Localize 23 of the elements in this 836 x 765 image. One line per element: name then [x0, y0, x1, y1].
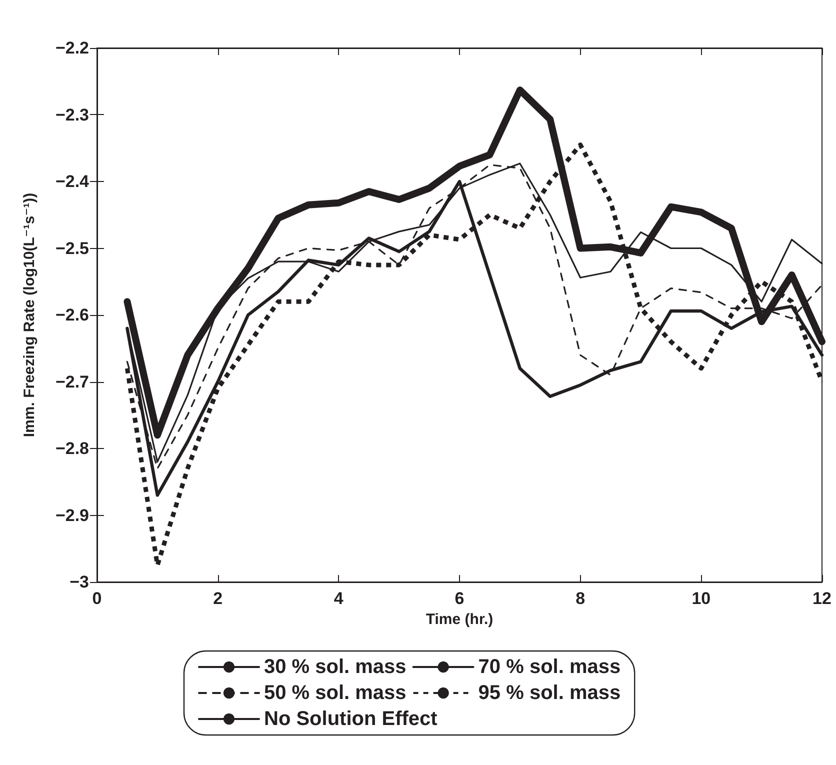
x-tick-label: 6	[454, 589, 464, 608]
y-tick-label: −2.8	[55, 439, 89, 458]
y-tick-label: −2.6	[55, 306, 89, 324]
y-tick-label: −2.5	[55, 238, 89, 258]
legend-label: 30 % sol. mass	[264, 656, 406, 678]
y-tick-label: −2.4	[55, 172, 90, 191]
y-axis-title: Imm. Freezing Rate (log10(L⁻¹s⁻¹))	[21, 192, 38, 438]
y-tick-label: −2.9	[55, 506, 89, 525]
y-tick-label: −2.3	[55, 105, 89, 124]
legend-label: 50 % sol. mass	[264, 682, 406, 704]
x-tick-label: 2	[213, 589, 223, 608]
y-tick-label: −2.7	[55, 372, 89, 392]
x-tick-label: 12	[812, 589, 832, 608]
legend-label: 70 % sol. mass	[478, 656, 621, 678]
x-tick-label: 10	[692, 589, 711, 608]
x-tick-label: 0	[92, 589, 102, 608]
legend-label: No Solution Effect	[264, 708, 438, 730]
x-axis-title: Time (hr.)	[426, 610, 494, 628]
y-tick-label: −2.2	[55, 38, 89, 58]
legend-label: 95 % sol. mass	[478, 682, 621, 704]
x-tick-label: 4	[334, 589, 344, 608]
x-tick-label: 8	[576, 589, 586, 608]
y-tick-label: −3	[70, 572, 89, 592]
